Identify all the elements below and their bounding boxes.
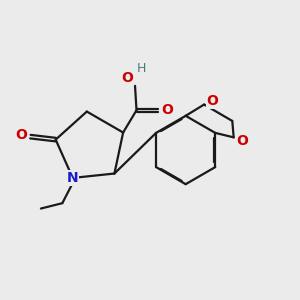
Text: H: H: [137, 62, 146, 75]
Text: O: O: [121, 70, 133, 85]
Text: O: O: [161, 103, 173, 117]
Text: O: O: [15, 128, 27, 142]
Text: O: O: [236, 134, 248, 148]
Text: O: O: [206, 94, 218, 108]
Text: N: N: [67, 171, 79, 185]
